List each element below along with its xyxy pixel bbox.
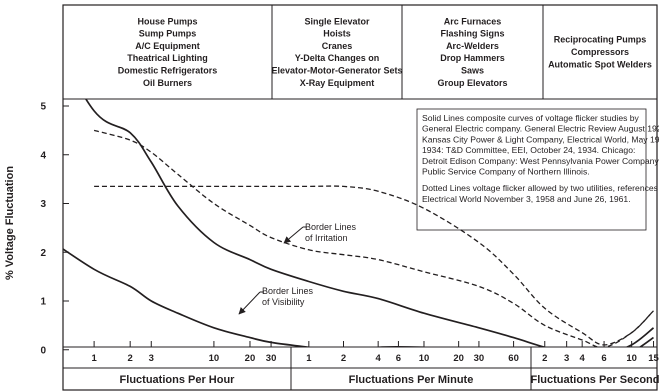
annotation-label: Border Lines	[262, 286, 314, 296]
x-tick-label: 3	[564, 353, 569, 364]
x-tick-label: 1	[91, 353, 97, 364]
chart-frame	[62, 4, 658, 391]
x-tick-label: 10	[626, 353, 637, 364]
header-equipment-label: House Pumps	[137, 16, 197, 26]
annotation-arrow	[283, 226, 304, 244]
x-tick-label: 10	[419, 353, 430, 364]
header-equipment-label: Theatrical Lighting	[127, 53, 208, 63]
header-equipment-label: Oil Burners	[143, 78, 192, 88]
x-tick-label: 4	[376, 353, 382, 364]
header-equipment-label: Single Elevator	[304, 16, 370, 26]
dashed-flicker-curve	[93, 129, 654, 347]
x-axis: 1 2 3 10 20 30 Fluctuations Per Hour 1 2 4 6 10 20 30…	[91, 341, 659, 386]
note-text-line: Kansas City Power & Light Company, Elect…	[422, 134, 659, 144]
x-tick-label: 30	[266, 353, 277, 364]
x-tick-label: 30	[474, 353, 485, 364]
annotation-label: of Irritation	[305, 233, 348, 243]
dashed-flicker-curve	[94, 185, 654, 346]
annotation-label: Border Lines	[305, 222, 357, 232]
solid-flicker-curve	[84, 99, 655, 347]
header-equipment-label: Arc Furnaces	[444, 16, 502, 26]
notes-box	[416, 108, 647, 231]
y-tick-label: 4	[40, 150, 46, 161]
x-tick-label: 3	[149, 353, 154, 364]
y-tick-label: 2	[40, 248, 46, 259]
equipment-header: House Pumps Sump Pumps A/C Equipment Theatr…	[118, 5, 652, 99]
header-equipment-label: Automatic Spot Welders	[548, 59, 652, 69]
solid-flicker-curve	[63, 247, 654, 347]
x-tick-label: 2	[128, 353, 133, 364]
x-tick-label: 6	[396, 353, 401, 364]
x-tick-label: 15	[648, 353, 659, 364]
note-text-line: Solid Lines composite curves of voltage …	[422, 113, 640, 123]
header-equipment-label: Elevator-Motor-Generator Sets	[271, 65, 402, 75]
y-tick-label: 1	[40, 297, 46, 308]
header-equipment-label: Domestic Refrigerators	[118, 65, 218, 75]
y-tick-label: 3	[40, 199, 46, 210]
header-equipment-label: Arc-Welders	[446, 41, 499, 51]
header-equipment-label: A/C Equipment	[135, 41, 200, 51]
x-axis-group-label: Fluctuations Per Hour	[120, 374, 236, 386]
x-tick-label: 20	[245, 353, 256, 364]
y-tick-label: 5	[40, 102, 46, 113]
header-equipment-label: Compressors	[571, 47, 629, 57]
outer-border	[62, 4, 658, 391]
x-tick-label: 2	[542, 353, 547, 364]
annotation-label: of Visibility	[262, 297, 305, 307]
header-equipment-label: Cranes	[322, 41, 353, 51]
note-text-line: Detroit Edison Company: West Pennsylvani…	[422, 156, 659, 166]
header-equipment-label: Drop Hammers	[440, 53, 505, 63]
x-tick-label: 6	[601, 353, 606, 364]
note-text-line: Public Service Company of Northern Illin…	[422, 167, 590, 177]
x-tick-label: 10	[209, 353, 220, 364]
x-tick-label: 4	[580, 353, 586, 364]
x-tick-label: 60	[508, 353, 519, 364]
header-equipment-label: Saws	[461, 65, 484, 75]
source-notes: Solid Lines composite curves of voltage …	[416, 108, 659, 231]
header-equipment-label: Reciprocating Pumps	[554, 35, 647, 45]
header-equipment-label: X-Ray Equipment	[300, 78, 375, 88]
header-equipment-label: Y-Delta Changes on	[295, 53, 380, 63]
note-text-line: 1934: T&D Committee, EEI, October 24, 19…	[422, 145, 635, 155]
x-axis-group-label: Fluctuations Per Minute	[349, 374, 474, 386]
x-tick-label: 20	[453, 353, 464, 364]
y-tick-label: 0	[40, 345, 46, 356]
header-equipment-label: Hoists	[323, 29, 351, 39]
x-tick-label: 2	[341, 353, 346, 364]
note-text-line: Dotted Lines voltage flicker allowed by …	[422, 183, 658, 193]
y-axis-label: % Voltage Fluctuation	[4, 166, 16, 280]
header-equipment-label: Group Elevators	[437, 78, 507, 88]
header-equipment-label: Flashing Signs	[440, 29, 504, 39]
x-tick-label: 1	[306, 353, 312, 364]
series-lines	[63, 99, 655, 347]
header-equipment-label: Sump Pumps	[139, 29, 197, 39]
annotation-arrow	[238, 291, 261, 315]
note-text-line: General Electric company. General Electr…	[422, 124, 659, 134]
y-axis: % Voltage Fluctuation 5 4 3 2 1 0	[4, 102, 69, 356]
x-axis-group-label: Fluctuations Per Second	[531, 374, 659, 386]
note-text-line: Electrical World November 3, 1958 and Ju…	[422, 194, 631, 204]
